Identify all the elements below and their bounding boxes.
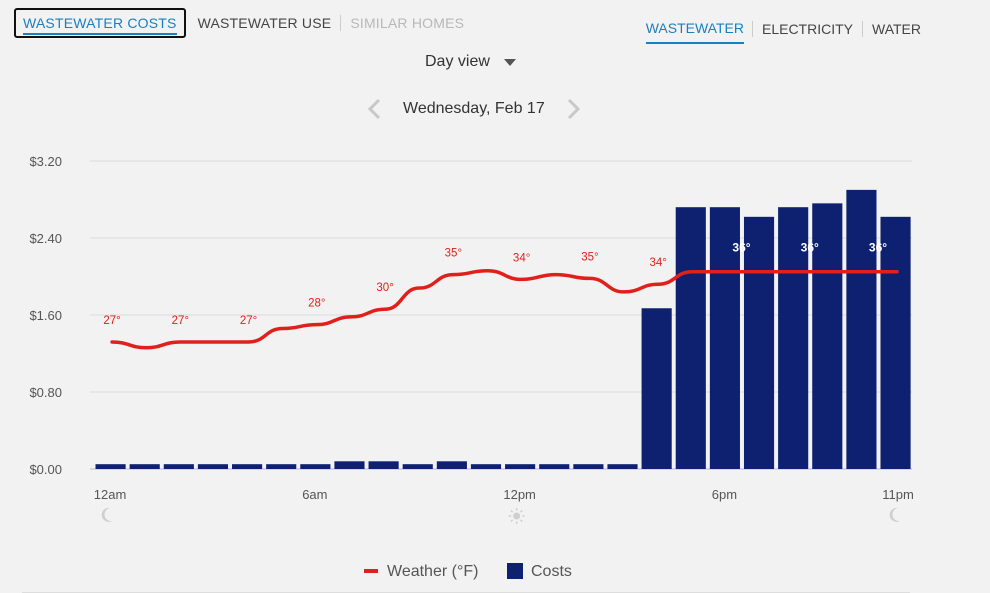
sun-ray xyxy=(510,509,514,513)
metric-tabs: WASTEWATER COSTS WASTEWATER USE SIMILAR … xyxy=(14,8,473,38)
cost-bar xyxy=(300,464,331,469)
cost-bar xyxy=(880,216,911,469)
cost-bar xyxy=(129,464,160,469)
date-label: Wednesday, Feb 17 xyxy=(403,100,545,117)
moon-icon xyxy=(101,507,113,522)
y-tick-label: $1.60 xyxy=(29,308,62,323)
x-tick-label: 6pm xyxy=(712,487,737,502)
temperature-label: 27° xyxy=(240,315,257,327)
temperature-label: 34° xyxy=(649,257,666,269)
cost-bar xyxy=(436,461,467,469)
tab-wastewater-use[interactable]: WASTEWATER USE xyxy=(197,15,332,31)
tab-divider xyxy=(340,15,342,31)
cost-bar xyxy=(743,216,775,469)
cost-bar xyxy=(232,464,263,469)
temperature-label: 35° xyxy=(581,251,598,263)
temperature-label: 34° xyxy=(513,252,530,264)
tab-wastewater[interactable]: WASTEWATER xyxy=(645,20,744,44)
cost-bar xyxy=(641,308,672,469)
tab-divider xyxy=(862,21,863,37)
tab-water[interactable]: WATER xyxy=(872,21,921,37)
temperature-label: 36° xyxy=(801,241,819,255)
x-tick-label: 6am xyxy=(302,487,327,502)
cost-bar xyxy=(402,464,433,469)
date-navigator: Wednesday, Feb 17 xyxy=(365,98,583,120)
sun-ray xyxy=(519,509,523,513)
cost-bar xyxy=(505,464,536,469)
sun-ray xyxy=(510,519,514,523)
sun-ray xyxy=(519,519,523,523)
cost-bar xyxy=(846,189,877,469)
cost-bar xyxy=(573,464,604,469)
cost-bar xyxy=(95,464,126,469)
tab-divider xyxy=(751,21,753,37)
tab-label: WASTEWATER COSTS xyxy=(23,15,177,35)
cost-bar xyxy=(539,464,570,469)
usage-chart: $0.00 $0.80 $1.60 $2.40 $3.20 27° 27° 27° 28° 30°… xyxy=(29,154,914,580)
utility-tabs: WASTEWATER ELECTRICITY WATER xyxy=(645,14,930,44)
cost-bar xyxy=(812,203,843,469)
cost-bar xyxy=(709,207,740,469)
cost-bar xyxy=(675,207,706,469)
temperature-label: 28° xyxy=(308,298,325,310)
x-tick-label: 12am xyxy=(94,487,127,502)
cost-bar xyxy=(197,464,229,469)
cost-bar xyxy=(607,464,638,469)
tab-similar-homes[interactable]: SIMILAR HOMES xyxy=(350,15,465,31)
sun-icon xyxy=(513,512,521,520)
y-tick-label: $0.00 xyxy=(29,462,62,477)
cost-bar xyxy=(368,461,399,469)
y-tick-label: $3.20 xyxy=(29,154,62,169)
temperature-label: 35° xyxy=(445,248,462,260)
legend-costs-label: Costs xyxy=(531,563,572,580)
y-tick-label: $0.80 xyxy=(29,385,62,400)
cost-bar xyxy=(778,207,809,469)
temperature-label: 36° xyxy=(732,241,750,255)
cost-bar xyxy=(334,461,365,469)
cost-bar xyxy=(266,464,297,469)
moon-icon xyxy=(889,507,901,522)
tab-electricity[interactable]: ELECTRICITY xyxy=(761,21,853,37)
cost-bar xyxy=(470,464,502,469)
y-tick-label: $2.40 xyxy=(29,231,62,246)
x-tick-label: 11pm xyxy=(882,487,914,502)
chevron-down-icon xyxy=(503,58,516,66)
temperature-label: 27° xyxy=(172,315,189,327)
temperature-label: 27° xyxy=(103,315,120,327)
chevron-right-icon[interactable] xyxy=(563,98,583,120)
cost-bar xyxy=(163,464,194,469)
chevron-left-icon[interactable] xyxy=(365,98,385,120)
temperature-label: 30° xyxy=(376,282,393,294)
temperature-label: 36° xyxy=(869,241,887,255)
tab-wastewater-costs[interactable]: WASTEWATER COSTS xyxy=(14,8,186,38)
view-select[interactable]: Day view xyxy=(425,53,516,71)
weather-line xyxy=(110,268,899,350)
legend-costs-swatch xyxy=(507,563,523,579)
legend-weather-label: Weather (°F) xyxy=(387,563,478,580)
view-select-label: Day view xyxy=(425,53,490,70)
x-tick-label: 12pm xyxy=(503,487,536,502)
